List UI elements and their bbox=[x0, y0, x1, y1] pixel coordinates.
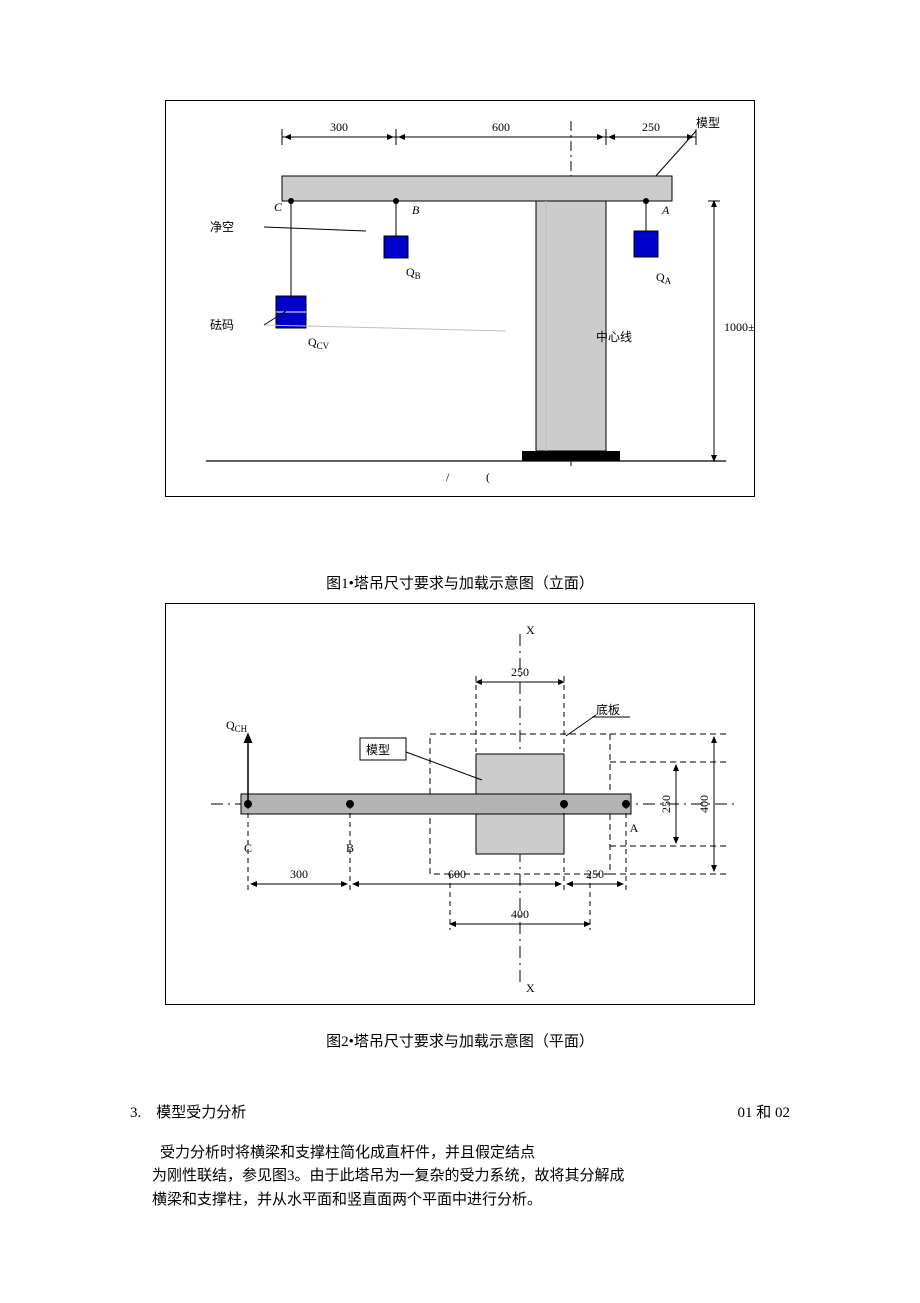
fig1-dim-top: 600 bbox=[492, 120, 510, 134]
figure-2-svg: XXCBAQCH模型底板250300600250400250400 bbox=[166, 604, 754, 1004]
fig2-axis-x-bot: X bbox=[526, 981, 535, 995]
section-title: 模型受力分析 bbox=[156, 1105, 246, 1121]
svg-text:400: 400 bbox=[511, 907, 529, 921]
section-number: 3. bbox=[130, 1105, 141, 1121]
para-line-1: 受力分析时将横梁和支撑柱简化成直杆件，并且假定结点 bbox=[130, 1142, 790, 1165]
svg-text:250: 250 bbox=[511, 665, 529, 679]
fig1-label-jingkong: 净空 bbox=[210, 220, 234, 234]
svg-text:600: 600 bbox=[448, 867, 466, 881]
svg-text:C: C bbox=[274, 200, 283, 214]
figure-2-frame: XXCBAQCH模型底板250300600250400250400 bbox=[165, 603, 755, 1005]
fig1-dim-top: 300 bbox=[330, 120, 348, 134]
svg-text:300: 300 bbox=[290, 867, 308, 881]
section-heading-row: 3. 模型受力分析 01 和 02 bbox=[130, 1101, 790, 1122]
fig2-label-baseplate: 底板 bbox=[596, 702, 620, 717]
fig1-q-label: QCV bbox=[308, 335, 330, 351]
svg-text:250: 250 bbox=[659, 795, 673, 813]
figure-1-svg: 300 600 250 模型 / ( C QCV B QB A QA 净空砝码中心线 1000±50 bbox=[166, 101, 754, 496]
fig2-label-qch: QCH bbox=[226, 718, 248, 734]
svg-text:(: ( bbox=[486, 470, 490, 484]
para-line-3: 横梁和支撑柱，并从水平面和竖直面两个平面中进行分析。 bbox=[152, 1189, 790, 1212]
svg-text:A: A bbox=[661, 203, 670, 217]
svg-text:A: A bbox=[630, 821, 639, 835]
figure-1-frame: 300 600 250 模型 / ( C QCV B QB A QA 净空砝码中心线 1000±50 bbox=[165, 100, 755, 497]
weight-block bbox=[634, 231, 658, 257]
fig2-beam bbox=[241, 794, 631, 814]
section-right-label: 01 和 02 bbox=[737, 1101, 790, 1122]
figure-1-caption: 图1•塔吊尺寸要求与加载示意图（立面） bbox=[0, 572, 920, 593]
fig1-q-label: QB bbox=[406, 265, 421, 281]
svg-text:B: B bbox=[412, 203, 420, 217]
weight-block bbox=[384, 236, 408, 258]
fig1-label-centerline: 中心线 bbox=[596, 329, 632, 344]
fig1-dim-top: 250 bbox=[642, 120, 660, 134]
fig1-label-fama: 砝码 bbox=[210, 317, 234, 332]
fig1-label-model: 模型 bbox=[696, 116, 720, 130]
figure-2-caption: 图2•塔吊尺寸要求与加载示意图（平面） bbox=[0, 1030, 920, 1051]
para-line-2: 为刚性联结，参见图3。由于此塔吊为一复杂的受力系统，故将其分解成 bbox=[152, 1165, 790, 1188]
svg-text:/: / bbox=[446, 470, 450, 484]
fig2-label-model: 模型 bbox=[366, 743, 390, 757]
fig1-q-label: QA bbox=[656, 270, 672, 286]
fig1-dim-height: 1000±50 bbox=[724, 320, 754, 334]
svg-text:250: 250 bbox=[586, 867, 604, 881]
svg-text:400: 400 bbox=[697, 795, 711, 813]
fig2-axis-x-top: X bbox=[526, 623, 535, 637]
